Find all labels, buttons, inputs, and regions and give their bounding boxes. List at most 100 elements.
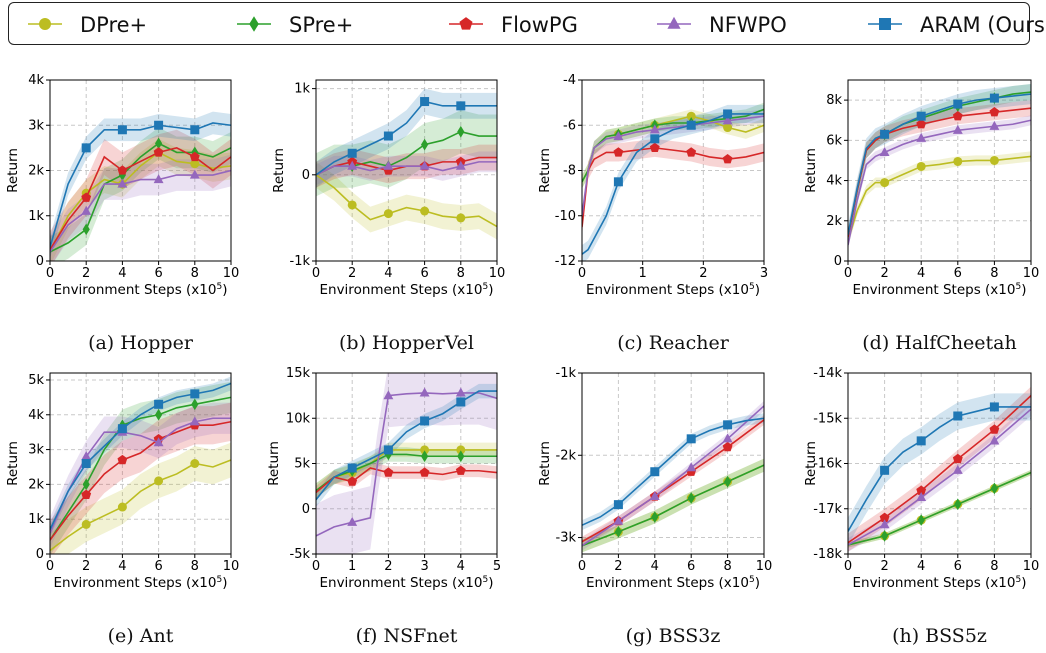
data-point [916, 111, 926, 121]
x-tick-label: 4 [651, 559, 659, 574]
data-point [686, 111, 696, 121]
data-point [989, 402, 999, 412]
data-point [153, 147, 164, 157]
data-point [455, 160, 466, 170]
x-tick-label: 6 [154, 559, 162, 574]
x-axis-label-exponent: 5 [216, 575, 222, 585]
y-tick-label: -1k [556, 366, 577, 381]
data-point [989, 107, 1000, 117]
y-axis-label: Return [537, 148, 553, 193]
data-point [723, 123, 733, 133]
y-tick-label: 15k [286, 366, 311, 381]
y-tick-label: -4 [563, 73, 576, 88]
y-tick-label: 1k [28, 512, 44, 527]
legend-marker-circle [39, 18, 51, 30]
x-tick-label: 10 [223, 266, 240, 281]
x-tick-label: 0 [844, 559, 852, 574]
data-point [651, 511, 659, 523]
y-tick-label: 8k [826, 93, 842, 108]
confidence-band [316, 110, 497, 197]
y-tick-label: 5k [28, 373, 44, 388]
data-point [614, 525, 622, 538]
x-axis-label-exponent: 5 [482, 282, 488, 292]
y-tick-label: 0 [302, 168, 310, 183]
data-point [686, 147, 697, 157]
data-point [916, 132, 927, 142]
x-tick-label: 8 [191, 559, 199, 574]
series-line [50, 151, 231, 253]
data-point [650, 134, 660, 144]
y-tick-label: 0 [302, 502, 310, 517]
x-axis-label-text: Environment Steps (x10 [53, 575, 216, 591]
confidence-band [316, 383, 497, 507]
data-point [347, 200, 357, 210]
x-tick-label: 4 [917, 266, 925, 281]
legend-label: SPre+ [289, 13, 353, 37]
x-tick-label: 6 [954, 559, 962, 574]
x-axis-label-close: ) [1021, 575, 1026, 591]
legend-marker-square [879, 18, 891, 30]
data-point [81, 192, 92, 202]
x-tick-label: 8 [457, 266, 465, 281]
y-axis-label: Return [803, 148, 819, 193]
x-axis-label-exponent: 5 [216, 282, 222, 292]
series-line [316, 449, 497, 492]
y-tick-label: -15k [813, 411, 842, 426]
series-line [50, 169, 231, 253]
data-point [989, 93, 999, 103]
data-point [189, 169, 200, 179]
data-point [952, 464, 963, 474]
y-tick-label: -14k [813, 366, 842, 381]
data-point [154, 399, 164, 409]
chart-panel: 0 1 2 3 -12 -10 -8 -6 -4 Environment Steps (x105)… [537, 73, 768, 354]
data-point [989, 155, 999, 165]
legend-entries: DPre+ SPre+ FlowPG NFWPO ARAM (Ours) [28, 13, 1046, 37]
y-tick-label: 0 [36, 547, 44, 562]
data-point [879, 512, 890, 522]
data-point [649, 491, 660, 501]
data-point [82, 223, 90, 236]
data-point [952, 453, 963, 464]
confidence-band [848, 100, 1031, 245]
x-tick-label: 4 [118, 266, 126, 281]
chart-panel: 0 2 4 6 8 10 -3k -2k -1k Environment Steps (x105)… [537, 366, 772, 647]
data-point [952, 124, 963, 134]
x-axis-label: Environment Steps (x105) [852, 575, 1026, 591]
series-line [50, 142, 231, 253]
data-point [347, 516, 358, 526]
x-axis-label-text: Environment Steps (x10 [852, 575, 1015, 591]
series-line [50, 420, 231, 541]
plot-area [50, 111, 231, 261]
data-point [880, 465, 890, 475]
confidence-band [316, 373, 497, 554]
data-point [456, 101, 466, 111]
x-axis-label-close: ) [755, 282, 760, 298]
data-point [81, 459, 91, 468]
x-tick-label: 5 [493, 559, 501, 574]
plot-area [316, 373, 497, 554]
data-point [191, 398, 199, 411]
y-tick-label: 0 [36, 254, 44, 269]
data-point [347, 148, 357, 158]
data-point [954, 498, 962, 511]
y-tick-label: 0 [834, 254, 842, 269]
x-axis-label-exponent: 5 [749, 282, 755, 292]
data-point [117, 125, 127, 135]
x-tick-label: 1 [639, 266, 647, 281]
series-line [50, 396, 231, 541]
legend-marker-diamond [249, 16, 259, 32]
x-tick-label: 2 [614, 559, 622, 574]
y-tick-label: 1k [28, 209, 44, 224]
y-tick-label: -1k [290, 254, 311, 269]
x-tick-label: 2 [82, 266, 90, 281]
data-point [881, 530, 889, 542]
x-tick-label: 6 [154, 266, 162, 281]
subplot-caption: (c) Reacher [617, 332, 730, 354]
y-tick-label: 2k [28, 164, 44, 179]
data-point [81, 489, 92, 500]
data-point [155, 408, 163, 421]
x-axis-label-close: ) [1021, 282, 1026, 298]
data-point [81, 143, 91, 153]
chart-panel: 0 2 4 6 8 10 0 1k 2k 3k 4k Environment Steps (x105)… [5, 73, 239, 354]
